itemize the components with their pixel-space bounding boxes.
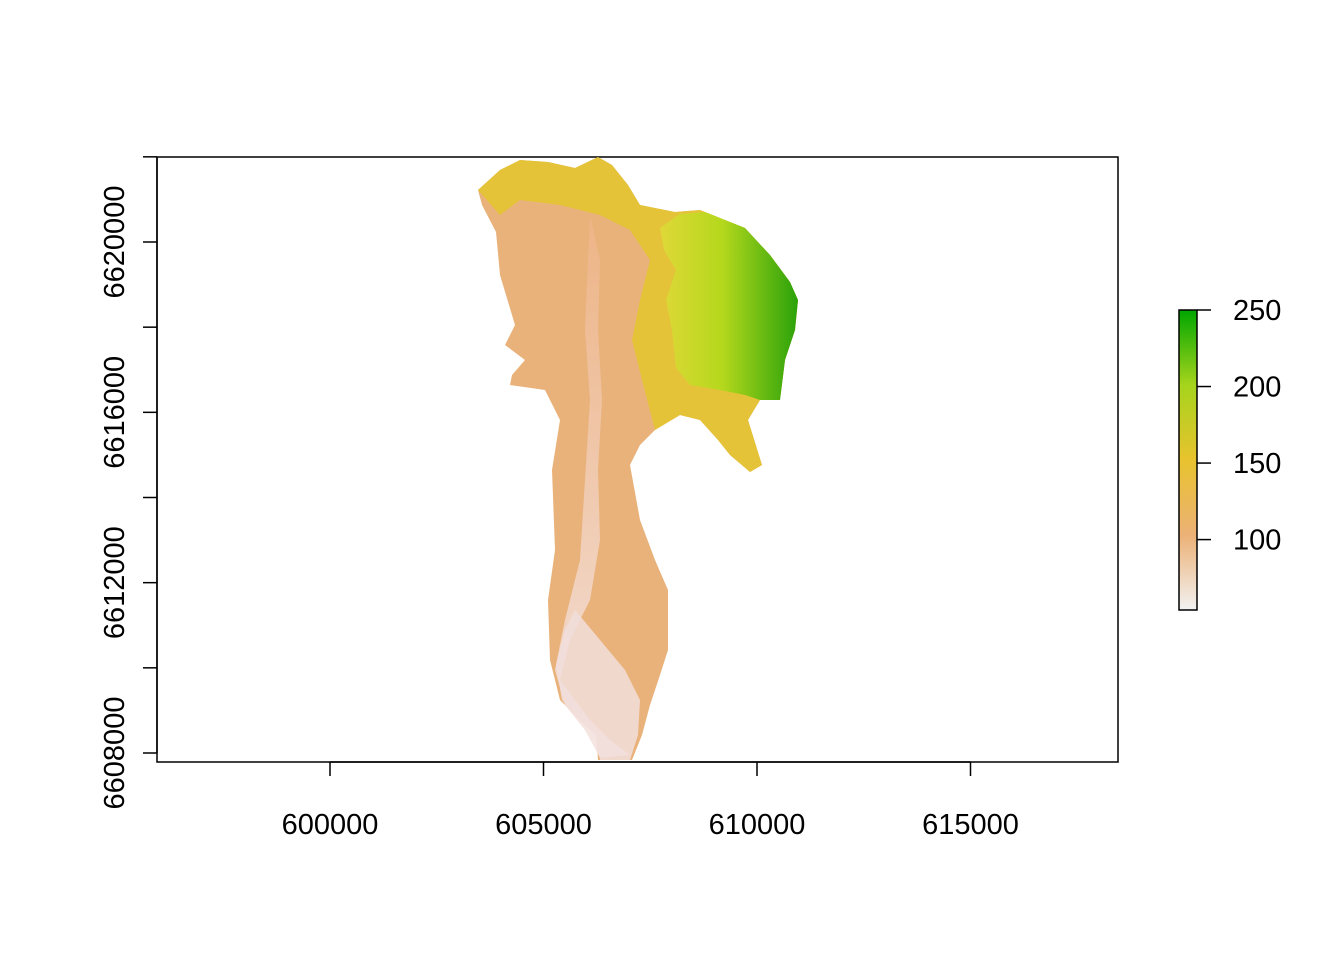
color-legend: 250 200 150 100: [1178, 295, 1281, 611]
x-tick-label: 610000: [709, 809, 806, 841]
highland-north-east: [660, 212, 798, 400]
x-tick-label: 605000: [495, 809, 592, 841]
y-tick-label: 6620000: [99, 186, 131, 299]
y-tick-label: 6608000: [99, 697, 131, 810]
legend-label: 250: [1233, 295, 1281, 327]
x-tick-label: 600000: [282, 809, 379, 841]
legend-colorbar: [1178, 309, 1198, 611]
x-tick-label: 615000: [922, 809, 1019, 841]
south-lowland: [556, 610, 640, 760]
legend-label: 100: [1233, 525, 1281, 557]
x-axis: 600000 605000 610000 615000: [282, 761, 1019, 841]
elevation-raster: [478, 157, 798, 760]
y-axis: 6608000 6612000 6616000 6620000: [99, 156, 158, 810]
y-tick-label: 6616000: [99, 356, 131, 469]
y-tick-label: 6612000: [99, 526, 131, 639]
legend-label: 150: [1233, 448, 1281, 480]
legend-label: 200: [1233, 372, 1281, 404]
